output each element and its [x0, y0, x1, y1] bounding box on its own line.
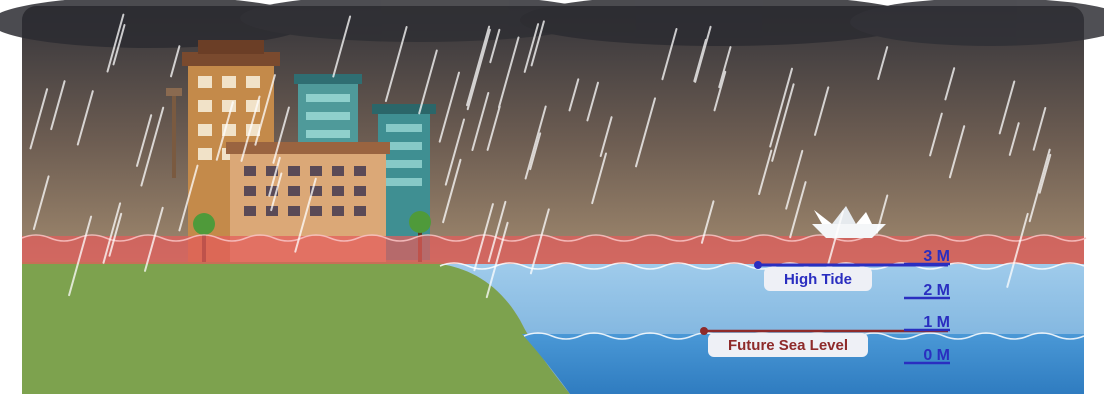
rain-streak: [524, 105, 547, 180]
rain-streak: [1032, 107, 1047, 151]
rain-streak: [929, 112, 943, 157]
wave-line: [21, 234, 1087, 242]
rain-streak: [693, 38, 707, 83]
high-tide-label: High Tide: [764, 267, 872, 291]
rain-streak: [1008, 122, 1020, 156]
deep-water: [522, 334, 1084, 394]
rain-streak: [178, 164, 199, 232]
rain-streak: [170, 45, 181, 78]
rain-streak: [384, 26, 408, 102]
depth-scale: 3 M 2 M 1 M 0 M: [904, 248, 950, 365]
rain-streak: [700, 200, 715, 244]
rain-streak: [529, 132, 542, 171]
rain-streak: [50, 80, 66, 131]
rain-streak: [489, 28, 501, 64]
rain-streak: [487, 200, 507, 263]
rain-streak: [438, 71, 460, 143]
rain-streak: [814, 86, 830, 136]
rain-streak: [694, 25, 712, 83]
rain-streak: [112, 24, 126, 66]
rain-streak: [144, 206, 164, 272]
storm-clouds: [0, 0, 1104, 48]
rain-streak: [473, 203, 494, 272]
rain-streak: [332, 15, 352, 78]
rain-streak: [1038, 153, 1052, 194]
rain-streak: [68, 215, 93, 297]
rain-streak: [785, 149, 804, 210]
rain-streak: [1028, 148, 1051, 223]
future-sea-level-dot: [700, 327, 708, 335]
rain-streak: [591, 152, 607, 205]
rain-streak: [826, 210, 844, 270]
rain-streak: [140, 106, 165, 187]
rain-streak: [877, 46, 889, 80]
rain-streak: [530, 20, 545, 67]
rain-streak: [108, 212, 123, 257]
rain-streak: [661, 28, 678, 81]
rain-streak: [254, 74, 276, 146]
rain-streak: [485, 221, 509, 299]
rain-icon: [29, 13, 1052, 299]
rain-streak: [272, 106, 290, 164]
rain-streak: [466, 25, 491, 107]
scale-tick-label: 1 M: [923, 314, 950, 331]
rain-streak: [758, 149, 773, 195]
rain-streak: [486, 105, 501, 151]
rain-streak: [568, 78, 580, 112]
rain-streak: [444, 118, 465, 186]
rain-streak: [442, 158, 462, 224]
scale-tick-label: 3 M: [923, 248, 950, 265]
rain-streak: [875, 194, 889, 234]
rain-streak: [586, 81, 599, 122]
rain-streak: [789, 181, 807, 239]
rain-streak: [240, 95, 261, 162]
paper-boat-icon: [812, 206, 886, 238]
rain-streak: [270, 172, 283, 212]
rain-streak: [106, 13, 125, 73]
future-sea-level-label: Future Sea Level: [708, 333, 868, 357]
wave-line: [439, 262, 1085, 270]
rain-streak: [529, 208, 550, 275]
rain-streak: [215, 101, 234, 161]
rain-streak: [599, 116, 613, 157]
rain-streak: [944, 67, 956, 101]
rain-streak: [523, 23, 540, 73]
rain-streak: [418, 49, 438, 115]
rain-streak: [635, 97, 656, 168]
rain-streak: [718, 46, 732, 89]
high-tide-dot: [754, 261, 762, 269]
rain-streak: [998, 80, 1016, 135]
rain-streak: [1006, 212, 1029, 288]
scale-tick-label: 0 M: [923, 347, 950, 364]
high-tide-text: High Tide: [784, 271, 852, 288]
rain-streak: [32, 175, 50, 230]
scale-tick-label: 2 M: [923, 282, 950, 299]
rain-streak: [294, 177, 317, 253]
rain-streak: [769, 67, 793, 148]
rain-streak: [76, 90, 94, 146]
rain-streak: [268, 156, 281, 197]
future-sea-level-text: Future Sea Level: [728, 337, 848, 354]
rain-streak: [29, 88, 49, 150]
rain-streak: [466, 28, 491, 111]
land-shore: [22, 262, 570, 394]
rain-streak: [771, 83, 795, 162]
rain-streak: [713, 70, 727, 112]
rain-streak: [136, 114, 153, 167]
rain-streak: [471, 92, 490, 151]
rain-streak: [498, 36, 520, 109]
rain-streak: [102, 202, 122, 264]
rain-streak: [948, 125, 966, 179]
